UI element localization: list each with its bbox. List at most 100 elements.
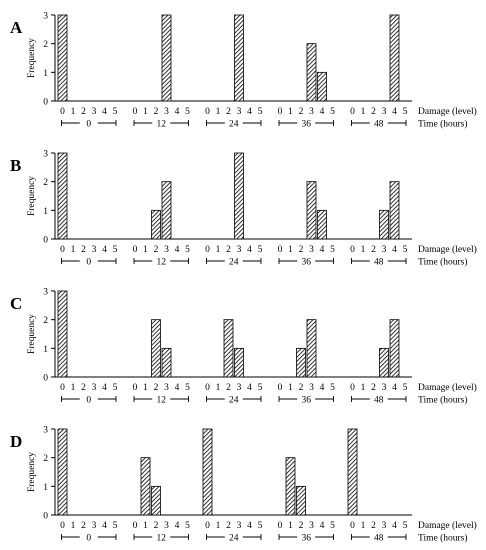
damage-level-label: 3 bbox=[92, 521, 97, 531]
damage-level-label: 0 bbox=[205, 107, 210, 117]
damage-level-label: 4 bbox=[247, 245, 252, 255]
damage-level-label: 2 bbox=[154, 521, 159, 531]
damage-level-label: 0 bbox=[278, 245, 283, 255]
y-tick-label: 1 bbox=[43, 345, 48, 355]
damage-level-label: 2 bbox=[226, 521, 231, 531]
time-group-48: 0 1 2 3 4 5 48 bbox=[350, 319, 408, 406]
damage-level-label: 5 bbox=[113, 383, 118, 393]
bar bbox=[161, 181, 172, 240]
time-axis-label: Time (hours) bbox=[418, 533, 468, 544]
damage-level-label: 0 bbox=[278, 107, 283, 117]
time-label: 48 bbox=[374, 534, 384, 544]
damage-level-label: 1 bbox=[143, 521, 148, 531]
damage-level-label: 4 bbox=[392, 521, 397, 531]
bar bbox=[379, 347, 389, 378]
damage-level-label: 1 bbox=[71, 107, 76, 117]
bar bbox=[234, 152, 244, 240]
bar bbox=[161, 14, 172, 102]
time-group-36: 0 1 2 3 4 5 36 bbox=[278, 181, 335, 268]
y-tick-label: 2 bbox=[43, 178, 48, 188]
damage-level-label: 5 bbox=[403, 245, 408, 255]
damage-level-label: 5 bbox=[330, 521, 335, 531]
damage-level-label: 2 bbox=[371, 521, 376, 531]
damage-level-label: 2 bbox=[299, 383, 304, 393]
damage-level-label: 0 bbox=[278, 521, 283, 531]
damage-axis-label: Damage (level) bbox=[418, 106, 477, 117]
bar bbox=[57, 14, 68, 102]
damage-level-label: 3 bbox=[309, 107, 314, 117]
damage-level-label: 2 bbox=[299, 107, 304, 117]
damage-level-label: 5 bbox=[403, 383, 408, 393]
time-label: 12 bbox=[157, 258, 167, 268]
panel-label: C bbox=[10, 294, 22, 313]
damage-level-label: 3 bbox=[92, 107, 97, 117]
damage-level-label: 2 bbox=[371, 245, 376, 255]
damage-level-label: 4 bbox=[320, 383, 325, 393]
damage-level-label: 5 bbox=[113, 521, 118, 531]
damage-level-label: 1 bbox=[71, 245, 76, 255]
damage-level-label: 5 bbox=[258, 245, 263, 255]
damage-level-label: 4 bbox=[175, 107, 180, 117]
damage-level-label: 4 bbox=[102, 521, 107, 531]
damage-level-label: 4 bbox=[175, 245, 180, 255]
damage-level-label: 1 bbox=[361, 107, 366, 117]
damage-level-label: 4 bbox=[392, 383, 397, 393]
time-label: 48 bbox=[374, 258, 384, 268]
damage-level-label: 1 bbox=[288, 521, 293, 531]
damage-level-label: 5 bbox=[258, 383, 263, 393]
y-axis-label: Frequency bbox=[27, 314, 37, 354]
panel-label: D bbox=[10, 432, 22, 451]
damage-level-label: 3 bbox=[92, 383, 97, 393]
y-axis-label: Frequency bbox=[27, 38, 37, 78]
damage-level-label: 0 bbox=[60, 383, 65, 393]
y-tick-label: 1 bbox=[43, 483, 48, 493]
damage-level-label: 5 bbox=[330, 107, 335, 117]
bar bbox=[317, 209, 327, 240]
damage-level-label: 2 bbox=[81, 245, 86, 255]
time-group-0: 0 1 2 3 4 5 0 bbox=[57, 152, 118, 268]
time-label: 12 bbox=[157, 534, 167, 544]
time-label: 12 bbox=[157, 120, 167, 130]
damage-level-label: 5 bbox=[185, 107, 190, 117]
time-group-0: 0 1 2 3 4 5 0 bbox=[57, 290, 118, 406]
time-label: 36 bbox=[302, 396, 312, 406]
damage-level-label: 1 bbox=[216, 245, 221, 255]
time-group-24: 0 1 2 3 4 5 24 bbox=[202, 428, 263, 544]
damage-level-label: 0 bbox=[350, 383, 355, 393]
damage-level-label: 3 bbox=[382, 107, 387, 117]
y-tick-label: 3 bbox=[43, 150, 48, 160]
bar bbox=[234, 347, 244, 378]
time-group-48: 0 1 2 3 4 5 48 bbox=[350, 14, 408, 130]
damage-level-label: 5 bbox=[258, 107, 263, 117]
panel-label: A bbox=[10, 18, 23, 37]
y-tick-label: 0 bbox=[43, 236, 48, 246]
damage-level-label: 0 bbox=[60, 245, 65, 255]
damage-level-label: 5 bbox=[403, 107, 408, 117]
damage-level-label: 3 bbox=[164, 107, 169, 117]
damage-level-label: 1 bbox=[288, 107, 293, 117]
bar bbox=[151, 319, 161, 378]
damage-level-label: 4 bbox=[102, 383, 107, 393]
bar bbox=[57, 152, 68, 240]
bar bbox=[161, 347, 172, 378]
time-label: 36 bbox=[302, 258, 312, 268]
damage-level-label: 3 bbox=[309, 245, 314, 255]
bar bbox=[306, 43, 317, 102]
damage-axis-label: Damage (level) bbox=[418, 382, 477, 393]
bar bbox=[285, 457, 296, 516]
time-label: 48 bbox=[374, 120, 384, 130]
damage-level-label: 5 bbox=[330, 245, 335, 255]
damage-level-label: 5 bbox=[185, 383, 190, 393]
y-tick-label: 0 bbox=[43, 512, 48, 522]
damage-level-label: 5 bbox=[113, 107, 118, 117]
time-label: 24 bbox=[229, 396, 239, 406]
y-tick-label: 3 bbox=[43, 426, 48, 436]
damage-level-label: 1 bbox=[216, 107, 221, 117]
y-tick-label: 3 bbox=[43, 288, 48, 298]
damage-level-label: 2 bbox=[226, 107, 231, 117]
damage-level-label: 2 bbox=[154, 383, 159, 393]
damage-level-label: 0 bbox=[205, 521, 210, 531]
damage-level-label: 5 bbox=[403, 521, 408, 531]
